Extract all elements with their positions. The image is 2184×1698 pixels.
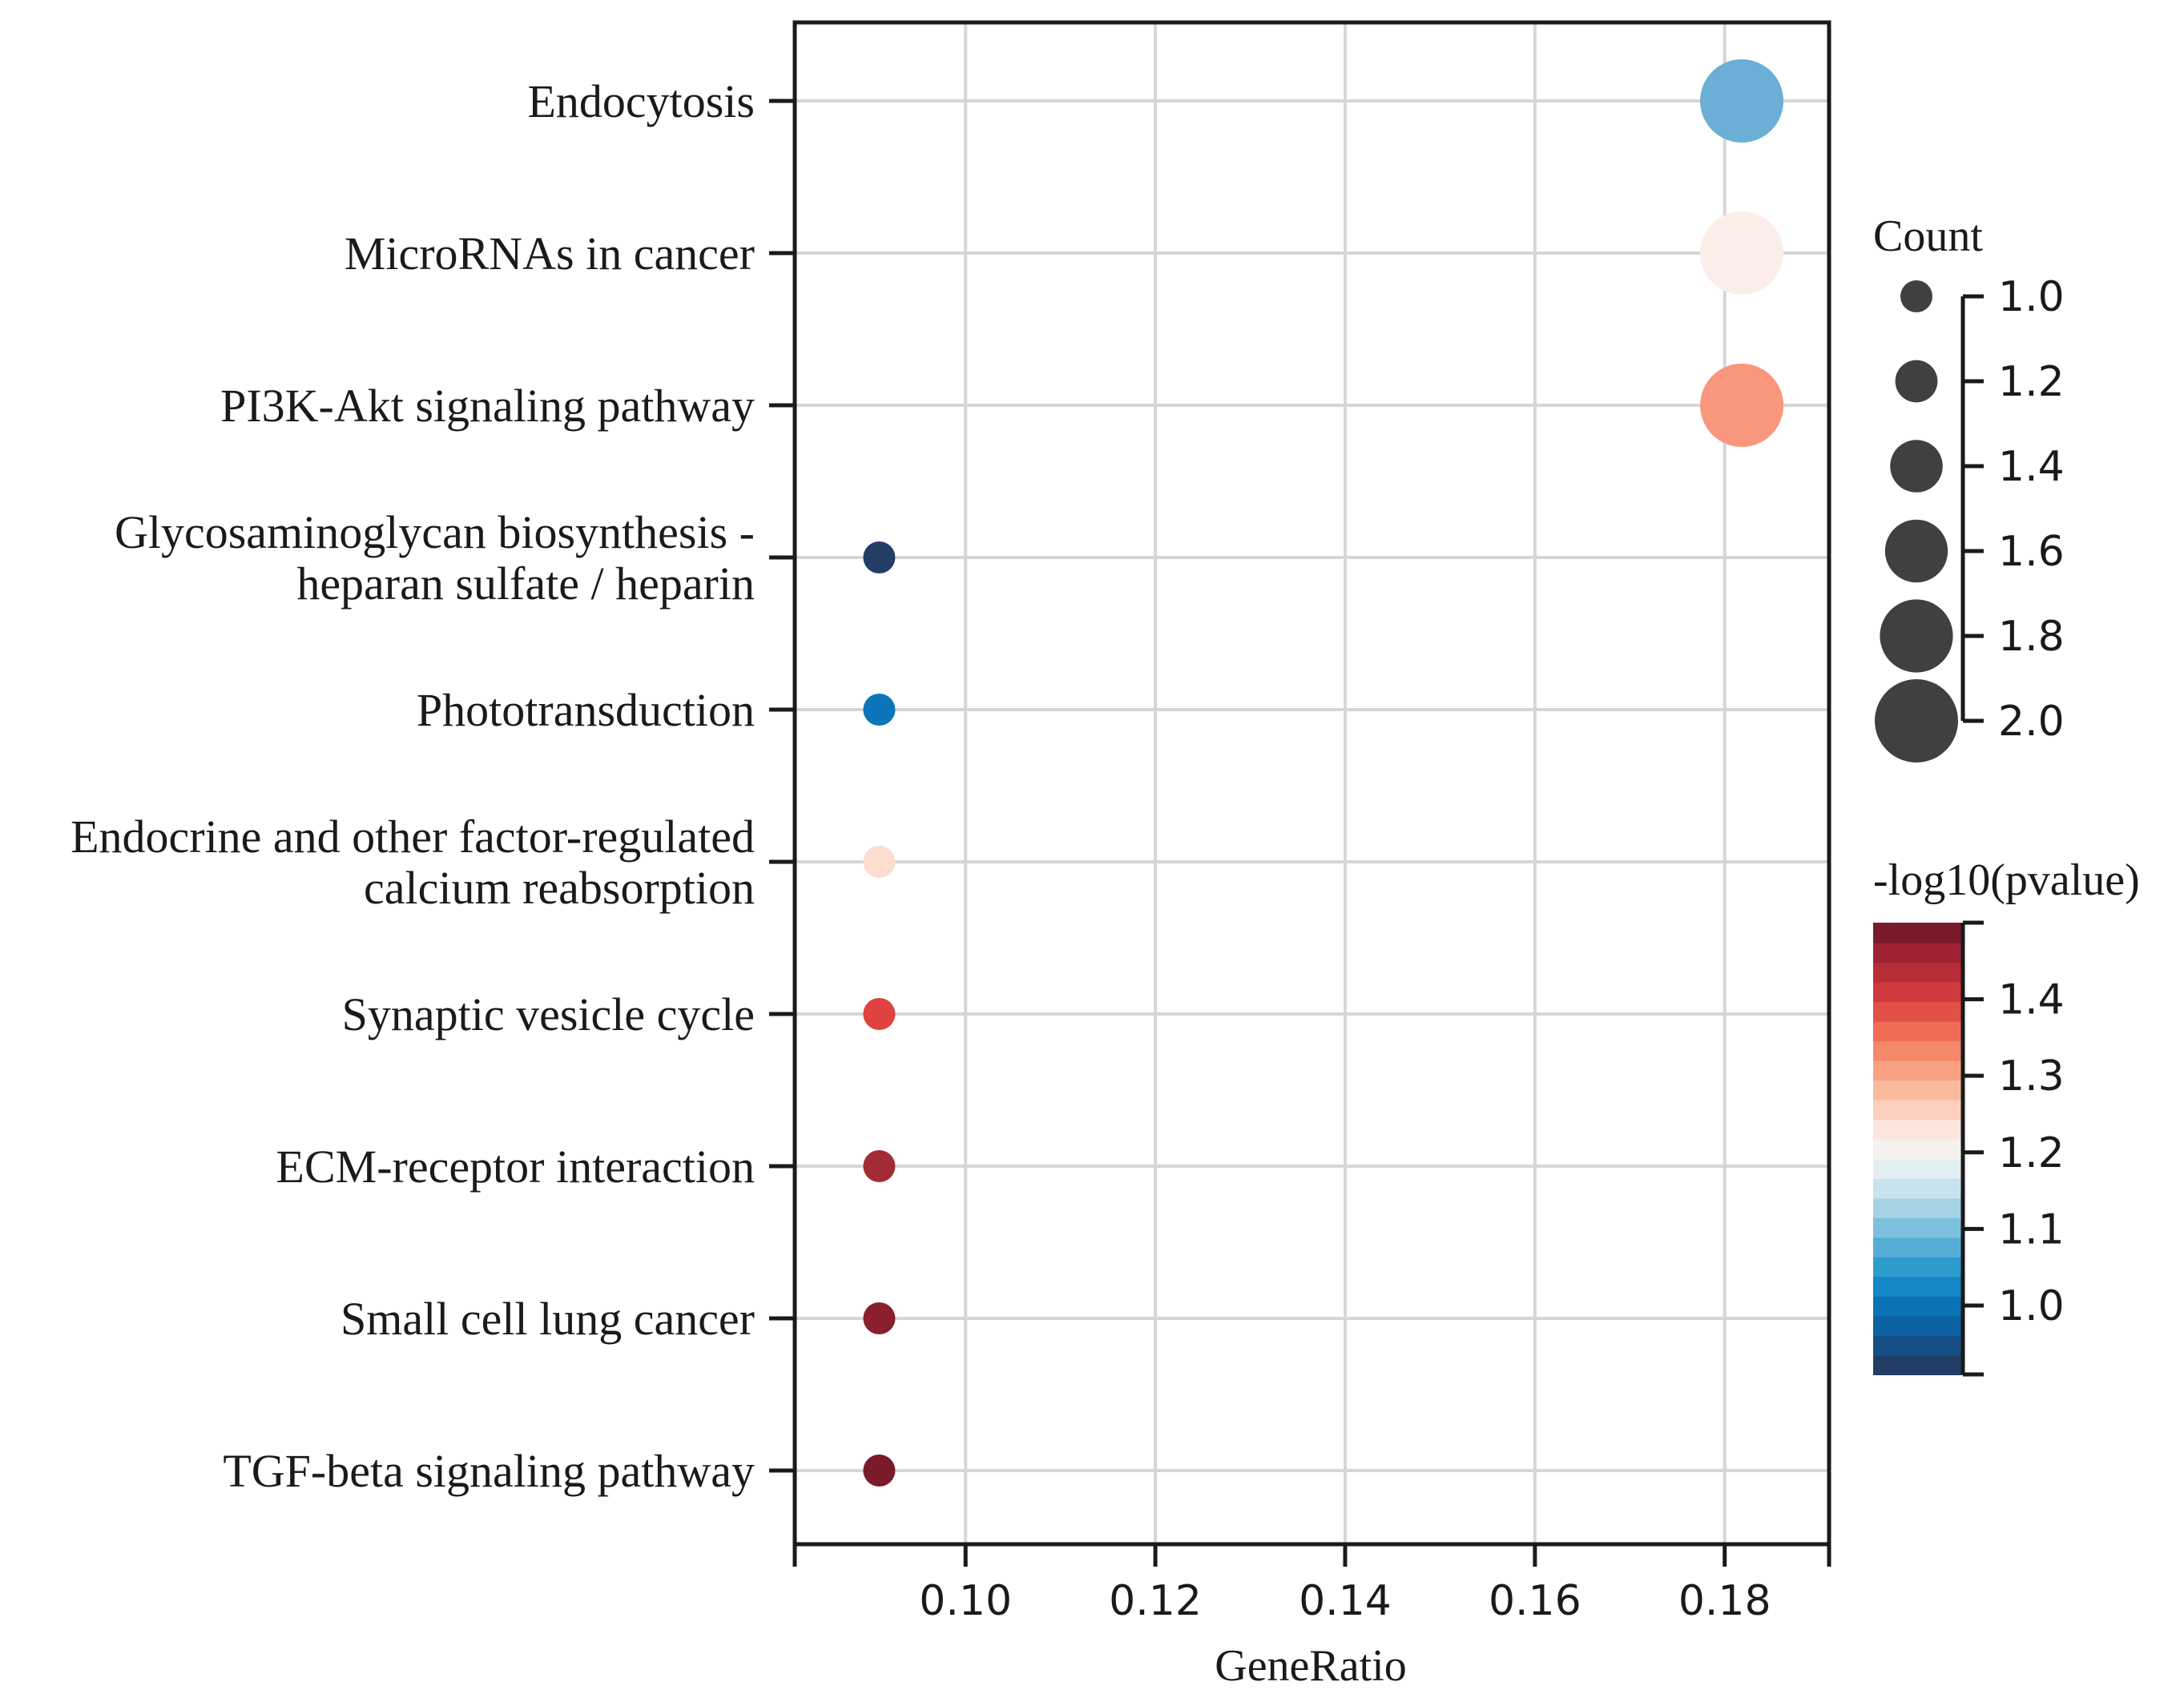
y-axis-labels: Endocytosis MicroRNAs in cancer PI3K-Akt s… bbox=[71, 75, 755, 1497]
y-tick-label-line: ECM-receptor interaction bbox=[276, 1141, 755, 1193]
x-tick-label: 0.14 bbox=[1299, 1577, 1392, 1625]
size-legend-label: 1.6 bbox=[1998, 528, 2065, 576]
y-tick-label-line: Endocytosis bbox=[527, 75, 755, 127]
data-point bbox=[1700, 211, 1784, 295]
size-legend-marker bbox=[1895, 360, 1938, 403]
y-tick-label: ECM-receptor interaction bbox=[276, 1141, 755, 1193]
plot-frame bbox=[792, 20, 1831, 1547]
colorbar-tick-label: 1.2 bbox=[1998, 1129, 2065, 1177]
data-point bbox=[863, 1150, 896, 1182]
colorbar-segment bbox=[1873, 1256, 1963, 1278]
colorbar-tick-label: 1.0 bbox=[1998, 1282, 2065, 1330]
colorbar-segment bbox=[1873, 1197, 1963, 1218]
colorbar-tick-label: 1.3 bbox=[1998, 1052, 2065, 1100]
colorbar-segment bbox=[1873, 1001, 1963, 1022]
data-point bbox=[863, 846, 896, 878]
size-legend-marker bbox=[1884, 519, 1948, 583]
y-tick-label: Synaptic vesicle cycle bbox=[342, 988, 755, 1040]
colorbar-segment bbox=[1873, 1177, 1963, 1199]
colorbar-tick-label: 1.4 bbox=[1998, 976, 2065, 1024]
count-size-legend: Count 1.0 1.2 1.4 1.6 1.8 2.0 bbox=[1873, 211, 2065, 762]
size-legend-marker bbox=[1890, 440, 1943, 493]
colorbar-segment bbox=[1873, 942, 1963, 964]
grid-lines bbox=[795, 22, 1829, 1544]
y-tick-label: PI3K-Akt signaling pathway bbox=[220, 380, 755, 432]
data-point bbox=[1700, 364, 1784, 447]
size-legend-label: 1.2 bbox=[1998, 358, 2065, 406]
data-point bbox=[863, 998, 896, 1030]
y-tick-label-line: heparan sulfate / heparin bbox=[296, 557, 755, 610]
x-tick-label: 0.12 bbox=[1109, 1577, 1202, 1625]
colorbar-segment bbox=[1873, 1315, 1963, 1336]
size-legend-marker bbox=[1875, 679, 1958, 762]
x-axis-labels: 0.10 0.12 0.14 0.16 0.18 bbox=[919, 1577, 1771, 1625]
y-tick-label: Phototransduction bbox=[417, 684, 755, 736]
x-axis-title: GeneRatio bbox=[1215, 1641, 1406, 1691]
x-tick-label: 0.16 bbox=[1489, 1577, 1582, 1625]
x-tick-label: 0.18 bbox=[1678, 1577, 1771, 1625]
y-tick-label-line: PI3K-Akt signaling pathway bbox=[220, 380, 755, 432]
y-tick-label: TGF-beta signaling pathway bbox=[223, 1445, 755, 1497]
colorbar-segment bbox=[1873, 962, 1963, 983]
data-point bbox=[863, 1302, 896, 1334]
colorbar-segment bbox=[1873, 1158, 1963, 1179]
size-legend-label: 1.8 bbox=[1998, 613, 2065, 661]
colorbar-segment bbox=[1873, 1020, 1963, 1042]
y-tick-label-line: Endocrine and other factor-regulated bbox=[71, 811, 755, 863]
colorbar-segment bbox=[1873, 1040, 1963, 1061]
y-tick-label-line: MicroRNAs in cancer bbox=[345, 227, 755, 280]
y-tick-label-line: TGF-beta signaling pathway bbox=[223, 1445, 755, 1497]
y-tick-label: MicroRNAs in cancer bbox=[345, 227, 755, 280]
colorbar-segment bbox=[1873, 1295, 1963, 1317]
colorbar-segment bbox=[1873, 1138, 1963, 1160]
y-tick-label: Endocytosis bbox=[527, 75, 755, 127]
y-tick-label: Glycosaminoglycan biosynthesis -heparan … bbox=[115, 506, 755, 610]
size-legend-label: 1.4 bbox=[1998, 443, 2065, 491]
colorbar-segment bbox=[1873, 1080, 1963, 1100]
y-tick-label-line: Small cell lung cancer bbox=[340, 1293, 755, 1345]
data-point bbox=[1700, 59, 1784, 143]
colorbar-segment bbox=[1873, 923, 1963, 944]
colorbar-segment bbox=[1873, 1334, 1963, 1356]
size-legend-label: 1.0 bbox=[1998, 273, 2065, 321]
axes bbox=[769, 20, 1831, 1567]
y-tick-label: Endocrine and other factor-regulated calc… bbox=[71, 811, 755, 914]
y-tick-label-line: Phototransduction bbox=[417, 684, 755, 736]
colorbar-tick-label: 1.1 bbox=[1998, 1205, 2065, 1253]
size-legend-marker bbox=[1880, 599, 1953, 673]
x-tick-label: 0.10 bbox=[919, 1577, 1012, 1625]
y-tick-label: Small cell lung cancer bbox=[340, 1293, 755, 1345]
data-point bbox=[863, 1455, 896, 1487]
pvalue-color-legend: -log10(pvalue) 1.0 1.1 1.2 1.3 1.4 bbox=[1873, 855, 2140, 1377]
data-point bbox=[863, 541, 896, 573]
colorbar-segment bbox=[1873, 1119, 1963, 1140]
data-points bbox=[863, 59, 1784, 1487]
colorbar-segment bbox=[1873, 981, 1963, 1003]
colorbar-segment bbox=[1873, 1237, 1963, 1257]
y-tick-label-line: Glycosaminoglycan biosynthesis - bbox=[115, 506, 755, 558]
colorbar-segment bbox=[1873, 1217, 1963, 1238]
colorbar-segment bbox=[1873, 1354, 1963, 1375]
data-point bbox=[863, 694, 896, 726]
size-legend-marker bbox=[1900, 280, 1932, 312]
y-tick-label-line: calcium reabsorption bbox=[364, 862, 755, 914]
colorbar-segment bbox=[1873, 1099, 1963, 1121]
color-legend-title: -log10(pvalue) bbox=[1873, 855, 2140, 905]
size-legend-title: Count bbox=[1873, 211, 1983, 261]
y-tick-label-line: Synaptic vesicle cycle bbox=[342, 988, 755, 1040]
colorbar-segment bbox=[1873, 1276, 1963, 1297]
colorbar-segment bbox=[1873, 1060, 1963, 1081]
size-legend-label: 2.0 bbox=[1998, 698, 2065, 746]
